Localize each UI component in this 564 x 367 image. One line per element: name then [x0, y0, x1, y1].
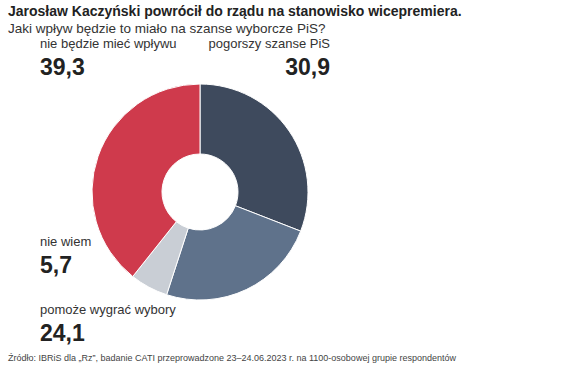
source: Źródło: IBRiS dla „Rz”, badanie CATI prz… [8, 353, 456, 363]
title: Jarosław Kaczyński powrócił do rządu na … [8, 3, 462, 19]
slice [167, 206, 301, 300]
slice [200, 84, 308, 231]
data-label: 39,3 [40, 54, 85, 80]
chart: Jarosław Kaczyński powrócił do rządu na … [0, 0, 564, 367]
subtitle: Jaki wpływ będzie to miało na szanse wyb… [8, 21, 325, 36]
data-label: 5,7 [40, 252, 72, 278]
category-label: pogorszy szanse PiS [209, 36, 331, 51]
category-label: pomoże wygrać wybory [40, 302, 176, 317]
data-label: 24,1 [40, 320, 85, 346]
slice [92, 84, 200, 276]
data-label: 30,9 [285, 54, 330, 80]
category-label: nie wiem [40, 234, 91, 249]
donut [92, 84, 308, 300]
category-label: nie będzie mieć wpływu [40, 36, 177, 51]
